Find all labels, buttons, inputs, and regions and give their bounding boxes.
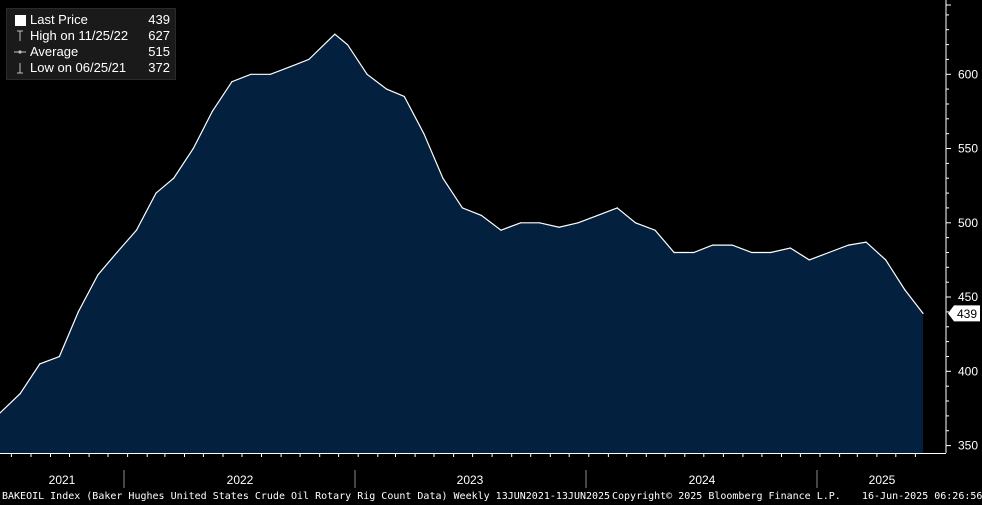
data-point xyxy=(19,393,21,395)
data-point xyxy=(77,311,79,313)
data-point xyxy=(828,251,830,254)
footer: BAKEOIL Index (Baker Hughes United State… xyxy=(0,489,982,505)
data-point xyxy=(211,110,213,112)
legend-label: Last Price xyxy=(30,12,88,27)
data-point xyxy=(403,95,405,98)
y-tick-label: 450 xyxy=(958,290,978,304)
data-point xyxy=(693,251,695,254)
data-point xyxy=(192,147,194,150)
data-point xyxy=(634,222,637,224)
y-tick-label: 350 xyxy=(958,439,978,453)
data-point xyxy=(904,289,906,291)
data-point xyxy=(135,229,138,231)
x-tick-label: 2022 xyxy=(227,473,254,487)
data-point xyxy=(480,214,482,216)
data-point xyxy=(770,251,772,254)
data-point xyxy=(616,207,618,209)
data-point xyxy=(885,259,887,261)
legend-row-low: Low on 06/25/21 372 xyxy=(13,60,170,76)
data-point xyxy=(334,33,336,35)
average-marker-icon xyxy=(13,44,27,60)
data-point xyxy=(577,222,579,224)
data-point xyxy=(39,363,41,365)
data-point xyxy=(520,222,522,224)
legend-label: Low on 06/25/21 xyxy=(30,60,127,75)
legend-value: 515 xyxy=(148,44,170,59)
data-point xyxy=(58,355,61,358)
data-point xyxy=(538,222,541,224)
data-point xyxy=(0,412,1,414)
data-point xyxy=(808,259,810,261)
x-tick-label: 2025 xyxy=(869,473,896,487)
copyright-text: Copyright© 2025 Bloomberg Finance L.P. xyxy=(612,491,841,502)
data-point xyxy=(500,229,502,231)
data-point xyxy=(97,274,99,276)
plot-area xyxy=(0,33,924,453)
series-area-fill xyxy=(0,34,923,453)
data-point xyxy=(386,88,388,90)
y-tick-label: 550 xyxy=(958,142,978,156)
data-point xyxy=(865,241,867,243)
last-price-tag-bg xyxy=(948,305,980,322)
data-point xyxy=(654,229,656,231)
data-point xyxy=(597,214,599,216)
data-point xyxy=(366,73,368,75)
data-point xyxy=(173,177,175,179)
data-point xyxy=(712,244,714,246)
high-marker-icon xyxy=(13,28,27,44)
x-tick-label: 2023 xyxy=(457,473,484,487)
data-point xyxy=(116,251,118,254)
data-point xyxy=(461,207,463,209)
data-point xyxy=(346,44,349,46)
data-point xyxy=(847,244,850,246)
index-description: BAKEOIL Index (Baker Hughes United State… xyxy=(2,491,611,502)
data-point xyxy=(155,192,157,194)
data-point xyxy=(423,133,425,135)
data-point xyxy=(731,244,733,246)
data-point xyxy=(289,66,291,68)
y-tick-label: 500 xyxy=(958,216,978,230)
legend-row-last-price: Last Price 439 xyxy=(13,12,170,28)
x-tick-label: 2024 xyxy=(689,473,716,487)
data-point xyxy=(442,177,444,179)
legend: Last Price 439 High on 11/25/22 627 Aver… xyxy=(6,8,176,80)
legend-label: High on 11/25/22 xyxy=(30,28,129,43)
data-point xyxy=(922,312,924,314)
data-point xyxy=(231,81,233,83)
legend-row-average: Average 515 xyxy=(13,44,170,60)
legend-value: 627 xyxy=(148,28,170,43)
axes: 350 400 450 500 550 600 439 2021 2022 2023 2024 202… xyxy=(0,0,980,488)
legend-row-high: High on 11/25/22 627 xyxy=(13,28,170,44)
timestamp: 16-Jun-2025 06:26:56 xyxy=(862,491,982,502)
data-point xyxy=(308,58,310,61)
data-point xyxy=(751,251,753,254)
last-price-tag: 439 xyxy=(948,305,980,322)
data-point xyxy=(789,247,791,249)
y-tick-label: 600 xyxy=(958,67,978,81)
data-point xyxy=(269,73,271,75)
data-point xyxy=(250,73,252,75)
data-point xyxy=(673,251,675,254)
last-price-label: 439 xyxy=(957,307,977,321)
y-tick-label: 400 xyxy=(958,364,978,378)
data-point xyxy=(558,226,560,228)
legend-value: 372 xyxy=(148,60,170,75)
x-tick-label: 2021 xyxy=(49,473,76,487)
legend-label: Average xyxy=(30,44,79,59)
square-swatch-icon xyxy=(13,12,27,28)
legend-value: 439 xyxy=(148,12,170,27)
low-marker-icon xyxy=(13,60,27,76)
